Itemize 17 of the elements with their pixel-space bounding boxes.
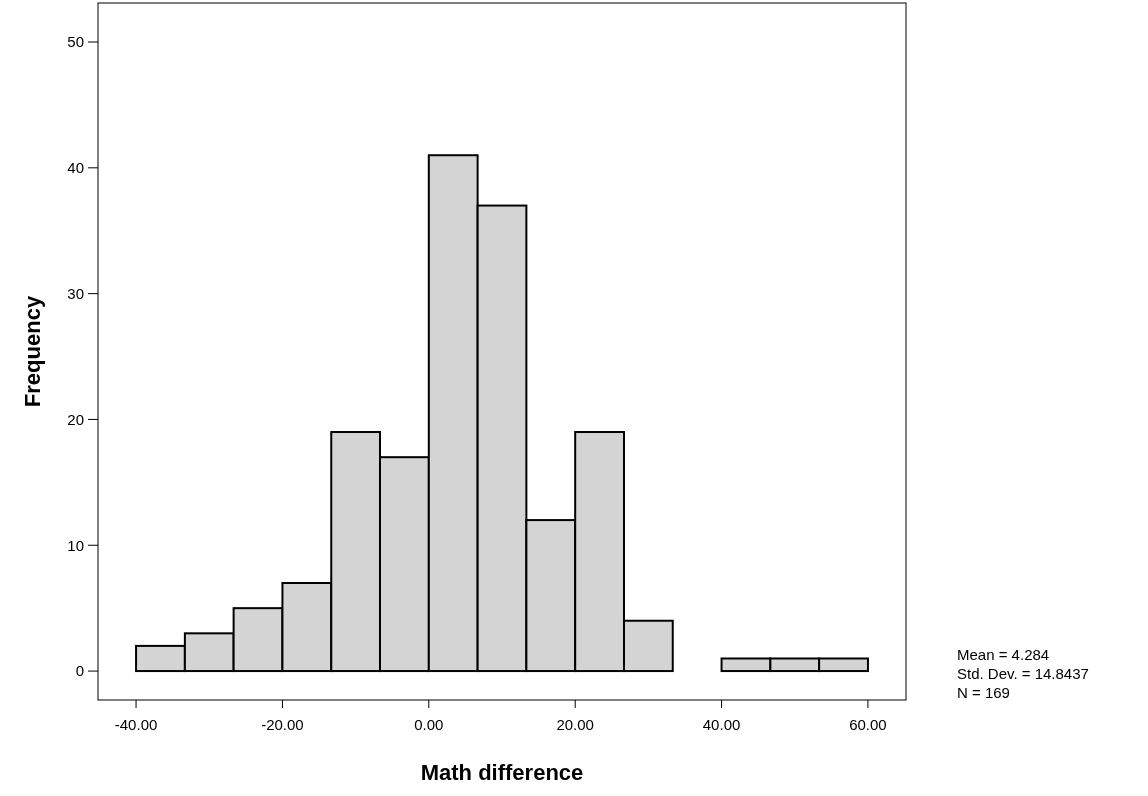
- text: Mean = 4.284: [957, 646, 1050, 663]
- y-tick-label: 40: [67, 159, 84, 177]
- x-tick-label: 60.00: [849, 716, 887, 733]
- text: N = 169: [957, 684, 1010, 701]
- y-tick-label: 30: [67, 284, 84, 302]
- x-tick-label: 0.00: [414, 716, 444, 733]
- x-tick-label: 20.00: [556, 716, 594, 733]
- y-tick-label: 0: [75, 662, 84, 680]
- y-tick-label: 20: [67, 410, 84, 428]
- x-tick-label: -20.00: [261, 716, 304, 733]
- y-tick-label: 10: [67, 536, 84, 554]
- text: Std. Dev. = 14.8437: [957, 665, 1089, 682]
- x-tick-label: -40.00: [114, 716, 158, 733]
- y-tick-label: 50: [67, 33, 84, 51]
- y-axis-title: Frequency: [20, 295, 45, 408]
- x-axis-title: Math difference: [420, 760, 584, 785]
- x-tick-label: 40.00: [702, 716, 741, 733]
